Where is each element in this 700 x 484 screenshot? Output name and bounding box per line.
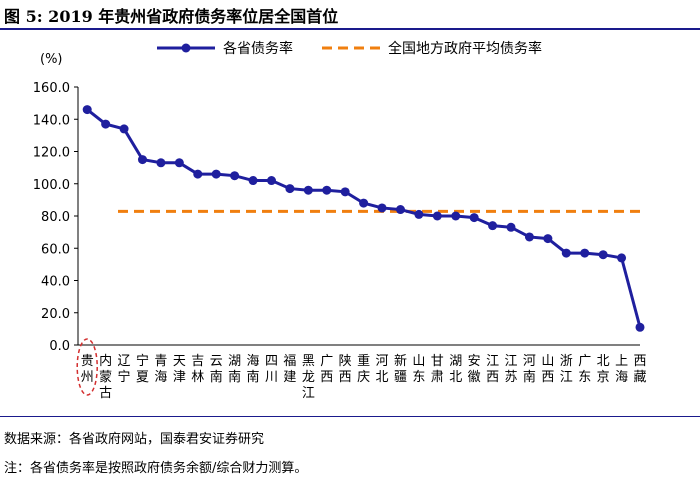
- x-tick-label: 甘肃: [431, 354, 444, 385]
- legend-label-series: 各省债务率: [223, 41, 293, 57]
- line-chart: (%) 0.0 20.0 40.0 60.0 80.0 100.0 120.0 140.0 160…: [33, 52, 647, 401]
- legend-swatch-average: [320, 40, 382, 56]
- data-point: [377, 203, 387, 213]
- x-tick-label: 陕西: [339, 354, 352, 385]
- x-tick-label: 内蒙古: [99, 353, 112, 401]
- data-point: [432, 211, 442, 221]
- data-point: [451, 211, 461, 221]
- x-tick-label: 江西: [486, 354, 499, 385]
- x-tick-label: 福建: [283, 354, 296, 385]
- x-tick-label: 辽宁: [118, 354, 131, 385]
- data-point: [156, 158, 166, 168]
- data-point: [137, 155, 147, 165]
- x-tick-label: 浙江: [560, 354, 573, 385]
- data-point: [580, 248, 590, 258]
- x-tick-label: 山东: [412, 354, 425, 385]
- data-point: [524, 232, 534, 242]
- data-point: [322, 185, 332, 195]
- data-point: [248, 176, 258, 186]
- data-point: [359, 198, 369, 208]
- data-point: [414, 209, 424, 219]
- data-point: [488, 221, 498, 231]
- data-point: [561, 248, 571, 258]
- data-point: [101, 119, 111, 129]
- x-tick-label: 云南: [210, 354, 223, 385]
- x-tick-label: 新疆: [394, 353, 407, 385]
- x-tick-label: 广东: [578, 354, 591, 385]
- y-tick-label: 60.0: [41, 242, 70, 257]
- legend-item-average: 全国地方政府平均债务率: [320, 38, 542, 58]
- y-tick-label: 20.0: [41, 307, 70, 322]
- x-tick-label: 北京: [597, 354, 610, 385]
- x-tick-label: 河南: [523, 354, 536, 385]
- x-tick-label: 海南: [247, 354, 260, 385]
- data-point: [395, 205, 405, 215]
- data-point: [635, 322, 645, 332]
- x-tick-label: 湖南: [228, 354, 241, 385]
- y-tick-label: 0.0: [49, 339, 70, 354]
- x-tick-label: 重庆: [357, 353, 370, 385]
- x-tick-label: 西藏: [633, 354, 646, 385]
- data-point: [211, 169, 221, 179]
- series-line: [86, 108, 642, 328]
- x-tick-label: 黑龙江: [302, 354, 315, 401]
- footnote: 注：各省债务率是按照政府债务余额/综合财力测算。: [4, 461, 308, 476]
- data-point: [119, 124, 129, 134]
- y-tick-label: 120.0: [33, 146, 70, 161]
- x-tick-label: 天津: [173, 354, 186, 385]
- x-tick-label: 江苏: [505, 354, 518, 385]
- data-point: [506, 222, 516, 232]
- x-tick-label: 安徽: [468, 354, 481, 385]
- y-tick-label: 140.0: [33, 113, 70, 128]
- highlight-ellipse: [76, 338, 98, 396]
- y-tick-label: 40.0: [41, 275, 70, 290]
- title-bar: 图 5: 2019 年贵州省政府债务率位居全国首位: [0, 0, 700, 30]
- y-axis-unit: (%): [40, 52, 63, 67]
- data-point: [193, 169, 203, 179]
- data-point: [598, 250, 608, 260]
- x-tick-label: 山西: [541, 354, 554, 385]
- data-point: [266, 176, 276, 186]
- data-point: [469, 213, 479, 223]
- x-tick-label: 湖北: [449, 354, 462, 385]
- y-tick-label: 100.0: [33, 178, 70, 193]
- data-point: [543, 234, 553, 244]
- x-tick-label: 四川: [265, 354, 278, 385]
- x-tick-label: 上海: [615, 354, 628, 385]
- x-tick-label: 吉林: [191, 354, 204, 385]
- y-tick-label: 80.0: [41, 210, 70, 225]
- legend-label-average: 全国地方政府平均债务率: [388, 41, 542, 57]
- source-note: 数据来源：各省政府网站，国泰君安证券研究: [4, 432, 265, 447]
- x-tick-label: 广西: [320, 354, 333, 385]
- figure-title: 图 5: 2019 年贵州省政府债务率位居全国首位: [4, 7, 339, 26]
- legend-swatch-series: [155, 40, 217, 56]
- data-point: [340, 187, 350, 197]
- x-tick-label: 青海: [154, 354, 167, 385]
- x-tick-label: 宁夏: [136, 353, 149, 385]
- data-point: [303, 185, 313, 195]
- data-point: [617, 253, 627, 263]
- legend-item-series: 各省债务率: [155, 38, 293, 58]
- data-point: [285, 184, 295, 194]
- data-point: [174, 158, 184, 168]
- bottom-rule: [0, 416, 700, 417]
- x-tick-label: 河北: [376, 354, 389, 385]
- data-point: [82, 105, 92, 115]
- data-point: [230, 171, 240, 181]
- y-tick-label: 160.0: [33, 81, 70, 96]
- x-tick-label: 贵州: [81, 354, 94, 385]
